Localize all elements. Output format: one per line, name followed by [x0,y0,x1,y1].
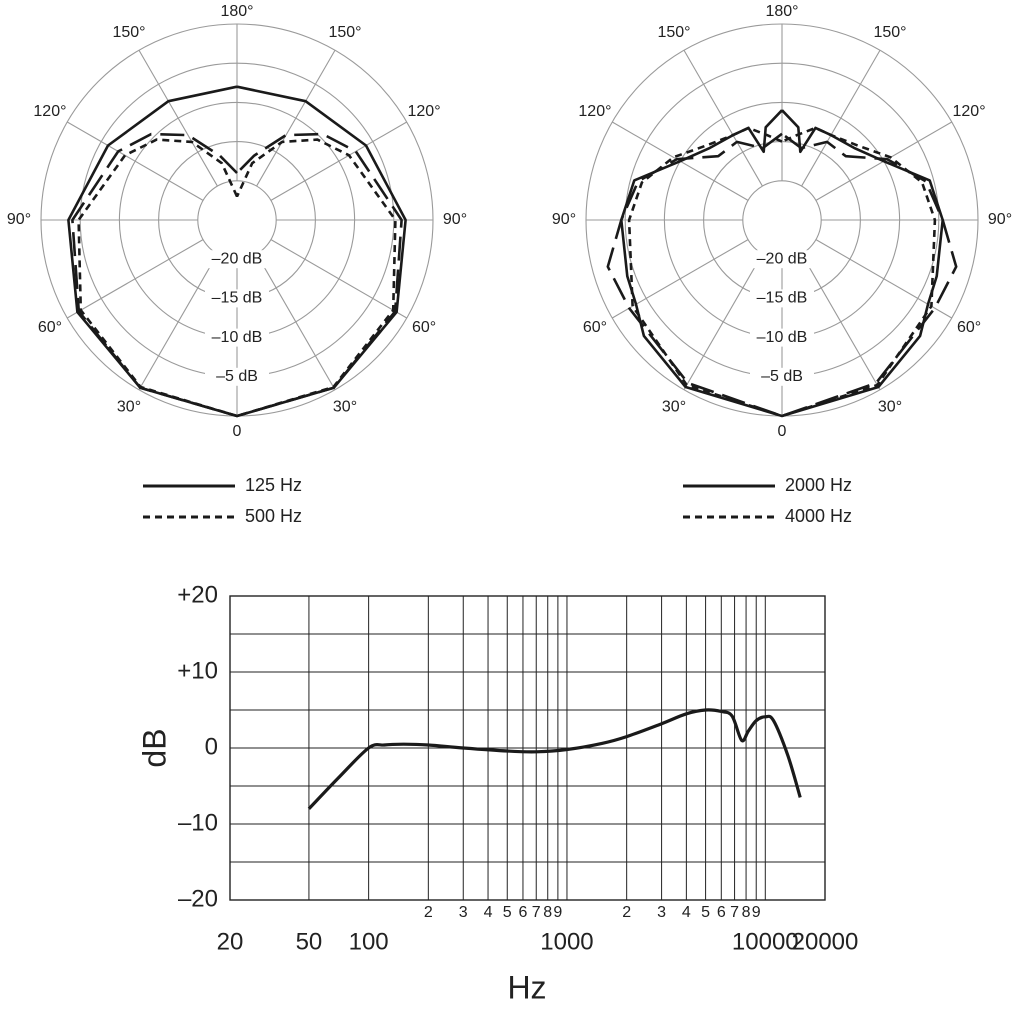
x-tick-label: 100 [349,928,389,955]
legend-label: 500 Hz [245,506,302,526]
x-tick-label: 20000 [792,928,859,955]
polar-angle-label: 150° [657,24,690,41]
polar-grid-spoke [138,49,218,187]
polar-chart-right: 180° 150° 150° 120° 120° 90° 90° 60° 60° 30° 30° 0 –… [552,3,1012,440]
x-axis-label: Hz [507,969,546,1005]
x-tick-label: 20 [217,928,244,955]
polar-angle-label: 120° [953,103,986,120]
y-axis-label: dB [136,728,172,767]
polar-db-label: –10 dB [757,329,808,346]
polar-grid-spoke [801,49,881,187]
polar-angle-label: 30° [878,398,902,415]
polar-grid-spoke [270,239,408,319]
radial-label-backdrop [750,289,814,308]
polar-angle-label: 0 [233,423,242,440]
radial-label-backdrop [205,289,269,308]
x-minor-tick-label: 7 [532,904,541,921]
legend-label: 2000 Hz [785,475,852,495]
x-minor-tick-label: 3 [657,904,666,921]
polar-grid-spoke [270,121,408,201]
polar-angle-label: 120° [33,103,66,120]
polar-db-label: –15 dB [212,290,263,307]
polar-angle-label: 90° [988,211,1012,228]
polar-angle-label: 180° [765,3,798,20]
x-minor-tick-label: 8 [543,904,552,921]
polar-angle-label: 30° [117,398,141,415]
x-minor-tick-label: 7 [730,904,739,921]
plot-frame [229,595,826,901]
x-minor-tick-label: 9 [553,904,562,921]
y-tick-label: –10 [178,809,218,836]
polar-angle-label: 150° [328,24,361,41]
polar-angle-label: 120° [408,103,441,120]
polar-grid-spoke [256,49,336,187]
x-minor-tick-label: 5 [503,904,512,921]
polar-grid-spoke [256,253,336,391]
radial-label-backdrop [205,367,269,386]
polar-grid-spoke [801,253,881,391]
x-minor-tick-label: 6 [519,904,528,921]
polar-angle-label: 90° [7,211,31,228]
radial-label-backdrop [750,250,814,269]
polar-grid-spoke [66,239,204,319]
polar-curve-long-dash [71,132,403,418]
polar-angle-label: 180° [220,3,253,20]
x-minor-tick-label: 4 [484,904,493,921]
polar-grid-spoke [683,49,763,187]
polar-db-label: –20 dB [212,250,263,267]
polar-grid-ring [742,180,822,260]
polar-db-label: –20 dB [757,250,808,267]
polar-curve-dotted [77,138,397,418]
polar-grid-spoke [138,253,218,391]
x-minor-tick-label: 5 [701,904,710,921]
legend-label: 4000 Hz [785,506,852,526]
y-tick-label: +20 [177,581,218,608]
legend-right: 2000 Hz 4000 Hz [683,475,852,526]
polar-db-label: –5 dB [216,368,258,385]
legend-left: 125 Hz 500 Hz [143,475,302,526]
radial-label-backdrop [750,367,814,386]
polar-angle-label: 30° [333,398,357,415]
polar-angle-label: 90° [443,211,467,228]
polar-angle-label: 60° [957,319,981,336]
radial-label-backdrop [750,328,814,347]
x-tick-label: 1000 [540,928,593,955]
x-minor-tick-label: 4 [682,904,691,921]
polar-db-label: –5 dB [761,368,803,385]
polar-angle-label: 60° [583,319,607,336]
polar-angle-label: 60° [38,319,62,336]
radial-label-backdrop [205,250,269,269]
polar-angle-label: 30° [662,398,686,415]
x-minor-tick-label: 6 [717,904,726,921]
polar-grid-spoke [66,121,204,201]
polar-grid-spoke [683,253,763,391]
x-minor-tick-label: 9 [752,904,761,921]
polar-grid-ring [197,180,277,260]
polar-curve-long-dash [606,132,958,418]
polar-angle-label: 60° [412,319,436,336]
polar-angle-label: 120° [578,103,611,120]
y-tick-label: 0 [205,733,218,760]
polar-chart-left: 180° 150° 150° 120° 120° 90° 90° 60° 60° 30° 30° 0 –… [7,3,467,440]
x-tick-label: 10000 [732,928,799,955]
x-minor-tick-label: 3 [459,904,468,921]
polar-angle-label: 90° [552,211,576,228]
y-tick-label: –20 [178,885,218,912]
x-minor-tick-label: 2 [424,904,433,921]
polar-curve-dotted [627,126,937,418]
frequency-response-curve [307,708,802,810]
x-minor-tick-label: 8 [742,904,751,921]
x-tick-label: 50 [296,928,323,955]
x-minor-tick-label: 2 [622,904,631,921]
radial-label-backdrop [205,328,269,347]
legend-label: 125 Hz [245,475,302,495]
polar-db-label: –10 dB [212,329,263,346]
polar-angle-label: 150° [873,24,906,41]
polar-angle-label: 0 [778,423,787,440]
polar-db-label: –15 dB [757,290,808,307]
polar-angle-label: 150° [112,24,145,41]
y-tick-label: +10 [177,657,218,684]
